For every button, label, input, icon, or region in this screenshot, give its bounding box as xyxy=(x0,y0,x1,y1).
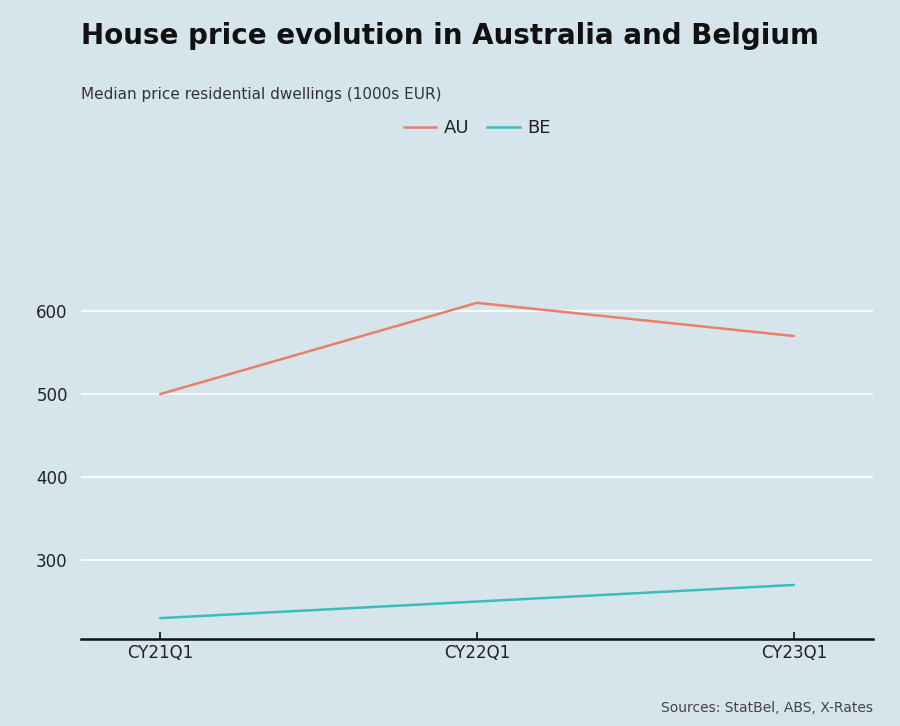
Text: Sources: StatBel, ABS, X-Rates: Sources: StatBel, ABS, X-Rates xyxy=(661,701,873,715)
Text: Median price residential dwellings (1000s EUR): Median price residential dwellings (1000… xyxy=(81,87,442,102)
Text: House price evolution in Australia and Belgium: House price evolution in Australia and B… xyxy=(81,22,819,50)
Legend: AU, BE: AU, BE xyxy=(397,112,557,144)
